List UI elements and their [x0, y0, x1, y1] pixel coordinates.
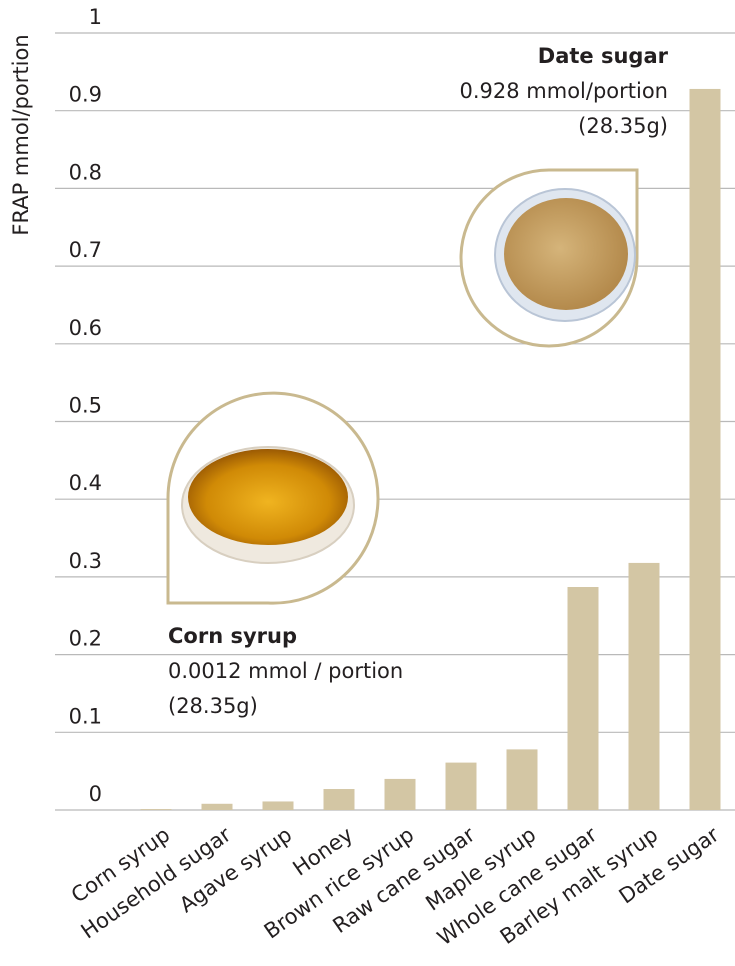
bar [384, 778, 416, 810]
y-axis-title: FRAP mmol/portion [9, 34, 33, 235]
syrup-icon [188, 449, 348, 545]
bar [445, 762, 477, 810]
bar [567, 587, 599, 810]
corn-syrup-callout [166, 391, 380, 605]
y-tick-label: 0.1 [69, 704, 102, 728]
annotation-title: Date sugar [538, 44, 669, 68]
date-sugar-callout [459, 168, 639, 348]
bar [140, 809, 172, 810]
annotation-title: Corn syrup [168, 624, 297, 648]
y-tick-label: 0.3 [69, 549, 102, 573]
sugar-icon [504, 198, 628, 310]
bar [201, 803, 233, 810]
y-tick-label: 0.6 [69, 316, 102, 340]
y-tick-label: 0 [89, 782, 102, 806]
y-tick-label: 0.9 [69, 83, 102, 107]
y-tick-label: 1 [89, 5, 102, 29]
bar [506, 749, 538, 810]
bar [628, 562, 660, 810]
bar [262, 801, 294, 810]
plot-area: 0 0.1 0.2 0.3 0.4 0.5 0.6 0.7 0.8 0.9 1 [55, 5, 735, 811]
bar [689, 88, 721, 811]
annotation-text: 0.0012 mmol / portion [168, 659, 403, 683]
annotation-text: 0.928 mmol/portion [459, 79, 668, 103]
y-tick-label: 0.7 [69, 238, 102, 262]
annotation-text: (28.35g) [578, 114, 668, 138]
y-tick-label: 0.4 [69, 471, 102, 495]
y-tick-label: 0.5 [69, 394, 102, 418]
y-tick-label: 0.8 [69, 160, 102, 184]
bar [323, 789, 355, 810]
annotation-text: (28.35g) [168, 694, 258, 718]
y-tick-label: 0.2 [69, 627, 102, 651]
